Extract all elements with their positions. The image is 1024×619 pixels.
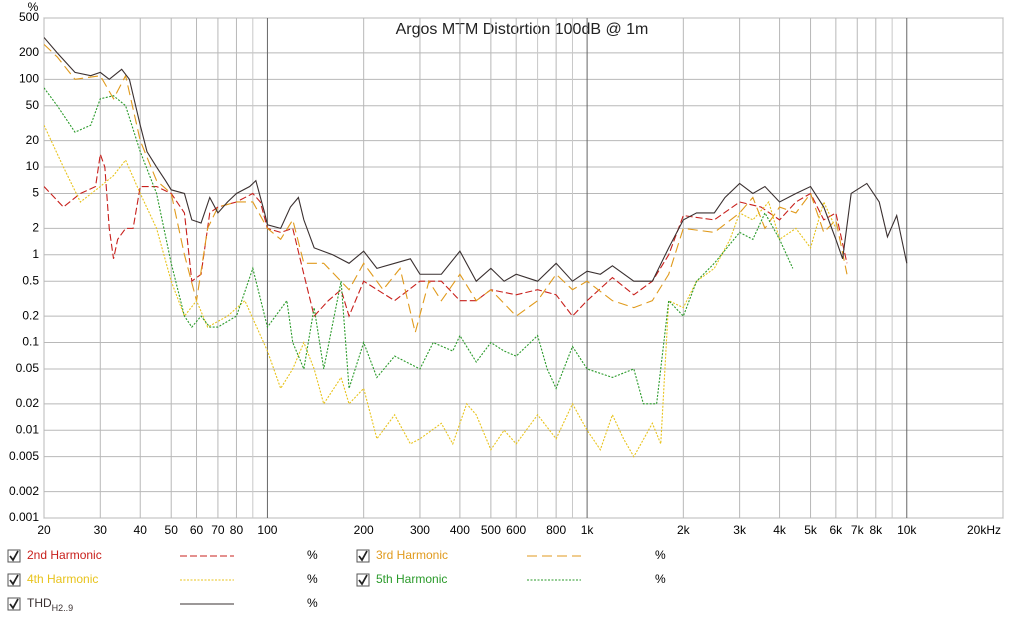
series-line [44,44,848,333]
y-tick-label: 0.05 [16,361,40,375]
y-tick-label: 200 [19,45,39,59]
x-tick-label: 1k [581,523,595,537]
x-tick-label: 20 [37,523,51,537]
y-tick-label: 0.01 [16,422,40,436]
series-line [44,37,908,283]
checkmark [9,550,19,562]
y-tick-label: 0.2 [22,308,39,322]
x-tick-label: 7k [851,523,865,537]
legend-entry[interactable]: THDH2..9% [7,596,318,613]
checkmark [9,598,19,610]
y-tick-label: 100 [19,71,39,85]
series-line [44,87,794,405]
legend-label: 3rd Harmonic [376,548,448,562]
legend-entry[interactable]: 3rd Harmonic% [356,548,666,563]
x-tick-label: 5k [804,523,818,537]
y-axis-label: % [28,0,39,14]
legend-unit: % [655,548,666,562]
legend-entry[interactable]: 2nd Harmonic% [7,548,318,563]
series-line [44,154,848,318]
legend-name: THD [27,596,52,610]
x-tick-label: 10k [897,523,917,537]
x-tick-label: 50 [165,523,179,537]
x-tick-label: 400 [450,523,470,537]
x-tick-label: 80 [230,523,244,537]
checkmark [9,574,19,586]
x-tick-label: 70 [211,523,225,537]
x-tick-label: 60 [190,523,204,537]
x-tick-label: 200 [354,523,374,537]
legend-name-sub: H2..9 [52,603,74,613]
y-tick-label: 50 [26,98,40,112]
y-tick-label: 2 [32,221,39,235]
y-tick-label: 0.001 [9,510,39,524]
y-tick-label: 500 [19,10,39,24]
legend-label: THDH2..9 [27,596,73,613]
y-tick-label: 20 [26,133,40,147]
y-tick-label: 0.1 [22,335,39,349]
legend-label: 4th Harmonic [27,572,98,586]
legend-unit: % [307,548,318,562]
x-tick-label: 800 [546,523,566,537]
x-tick-label: 500 [481,523,501,537]
legend-unit: % [307,572,318,586]
legend-entry[interactable]: 5th Harmonic% [356,572,666,587]
x-tick-label: 600 [506,523,526,537]
legend-label: 2nd Harmonic [27,548,102,562]
y-tick-label: 0.005 [9,449,39,463]
x-tick-label: 3k [733,523,747,537]
legend-name: 5th Harmonic [376,572,447,586]
y-tick-label: 5 [32,186,39,200]
y-tick-label: 0.02 [16,396,40,410]
x-tick-label: 8k [869,523,883,537]
legend-entry[interactable]: 4th Harmonic% [7,572,318,587]
y-tick-label: 0.002 [9,484,39,498]
x-tick-label: 4k [773,523,787,537]
checkmark [358,574,368,586]
x-tick-label: 300 [410,523,430,537]
legend-unit: % [655,572,666,586]
y-tick-label: 1 [32,247,39,261]
x-tick-label: 30 [94,523,108,537]
x-tick-label: 20kHz [967,523,1001,537]
x-tick-label: 2k [677,523,691,537]
series-line [44,124,837,458]
x-tick-label: 40 [134,523,148,537]
x-tick-label: 100 [257,523,277,537]
legend-name: 3rd Harmonic [376,548,448,562]
y-tick-label: 10 [26,159,40,173]
legend-label: 5th Harmonic [376,572,447,586]
checkmark [358,550,368,562]
legend-unit: % [307,596,318,610]
x-tick-label: 6k [830,523,844,537]
y-tick-label: 0.5 [22,273,39,287]
legend-name: 2nd Harmonic [27,548,102,562]
chart-title: Argos MTM Distortion 100dB @ 1m [396,21,649,38]
legend-name: 4th Harmonic [27,572,98,586]
